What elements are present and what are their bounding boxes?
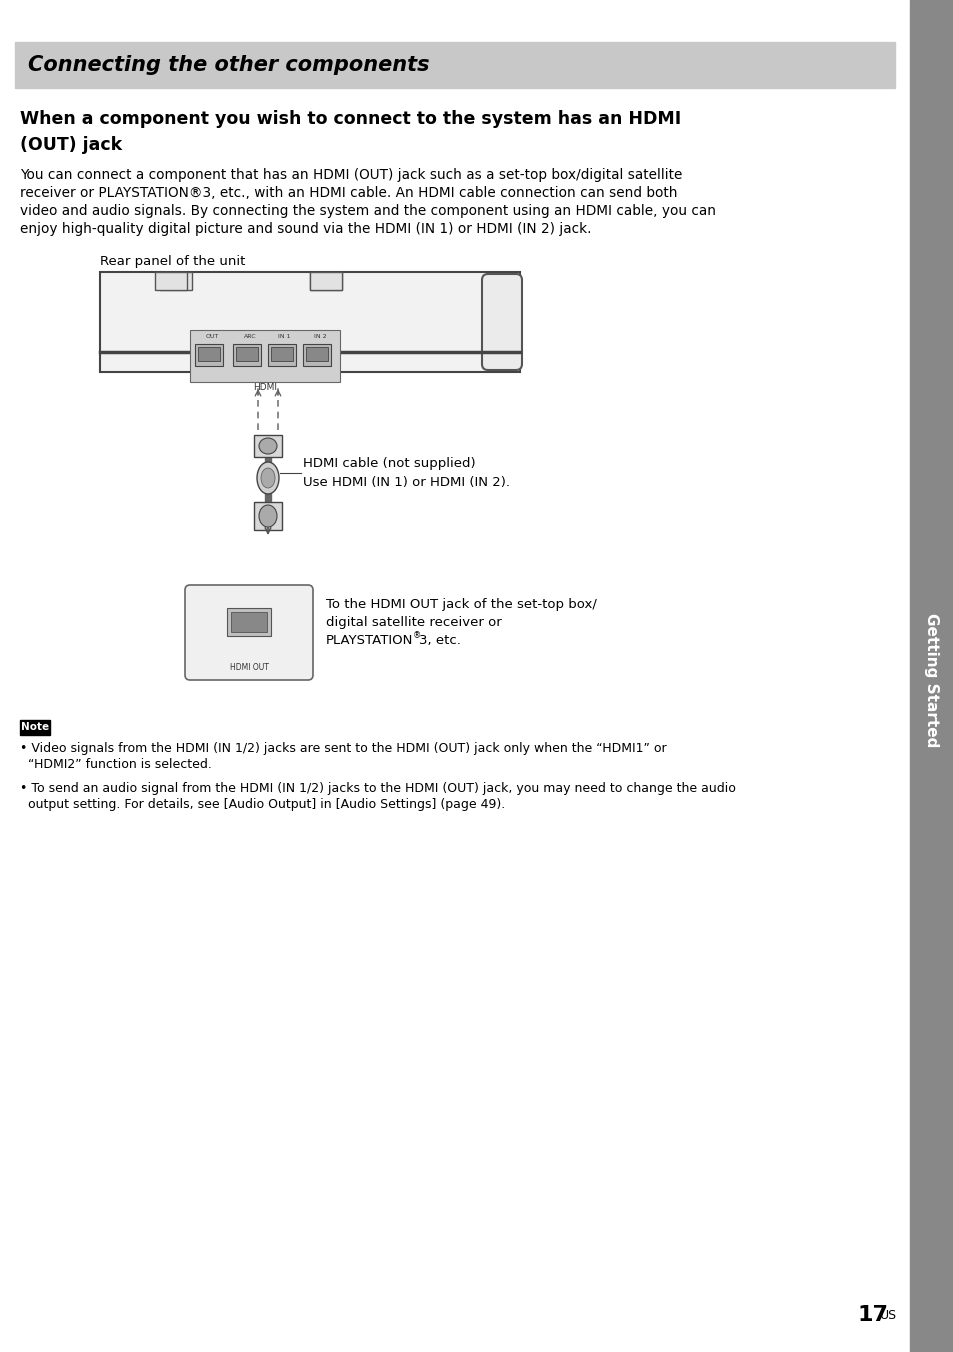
Text: IN 2: IN 2 (314, 334, 326, 339)
Text: 17: 17 (857, 1305, 888, 1325)
Bar (100, 272, 519, 372)
Text: US: US (879, 1309, 896, 1322)
Ellipse shape (258, 438, 276, 454)
FancyBboxPatch shape (481, 274, 521, 370)
Text: Getting Started: Getting Started (923, 612, 939, 748)
Text: “HDMI2” function is selected.: “HDMI2” function is selected. (20, 758, 212, 771)
Text: 3, etc.: 3, etc. (418, 634, 460, 648)
Text: Use HDMI (IN 1) or HDMI (IN 2).: Use HDMI (IN 1) or HDMI (IN 2). (303, 476, 510, 489)
Bar (198, 347, 220, 361)
Bar (271, 347, 293, 361)
Text: receiver or PLAYSTATION®3, etc., with an HDMI cable. An HDMI cable connection ca: receiver or PLAYSTATION®3, etc., with an… (20, 187, 677, 200)
Text: Note: Note (21, 722, 49, 733)
FancyBboxPatch shape (185, 585, 313, 680)
Text: HDMI OUT: HDMI OUT (230, 662, 268, 672)
Bar (310, 272, 341, 289)
Ellipse shape (256, 462, 278, 493)
Bar (160, 272, 192, 289)
Bar (909, 0, 953, 1352)
Bar (253, 435, 282, 457)
Bar (253, 502, 282, 530)
Bar (194, 343, 223, 366)
Ellipse shape (261, 468, 274, 488)
Bar (303, 343, 331, 366)
Text: ®: ® (413, 631, 421, 639)
Text: • Video signals from the HDMI (IN 1/2) jacks are sent to the HDMI (OUT) jack onl: • Video signals from the HDMI (IN 1/2) j… (20, 742, 666, 754)
Bar (233, 343, 261, 366)
Text: (OUT) jack: (OUT) jack (20, 137, 122, 154)
Text: enjoy high-quality digital picture and sound via the HDMI (IN 1) or HDMI (IN 2) : enjoy high-quality digital picture and s… (20, 222, 591, 237)
Text: digital satellite receiver or: digital satellite receiver or (326, 617, 501, 629)
Text: IN 1: IN 1 (277, 334, 290, 339)
Bar (231, 612, 267, 631)
Text: You can connect a component that has an HDMI (OUT) jack such as a set-top box/di: You can connect a component that has an … (20, 168, 681, 183)
Bar (15, 42, 894, 88)
Bar (306, 347, 328, 361)
Text: OUT: OUT (205, 334, 218, 339)
Text: ARC: ARC (243, 334, 256, 339)
Bar (268, 343, 295, 366)
Text: HDMI: HDMI (253, 383, 276, 392)
Text: • To send an audio signal from the HDMI (IN 1/2) jacks to the HDMI (OUT) jack, y: • To send an audio signal from the HDMI … (20, 781, 735, 795)
Text: video and audio signals. By connecting the system and the component using an HDM: video and audio signals. By connecting t… (20, 204, 716, 218)
Text: When a component you wish to connect to the system has an HDMI: When a component you wish to connect to … (20, 110, 680, 128)
Bar (190, 330, 339, 383)
Text: Connecting the other components: Connecting the other components (28, 55, 429, 74)
Bar (227, 608, 271, 635)
Bar (154, 272, 187, 289)
Bar (235, 347, 257, 361)
Bar (20, 721, 50, 735)
Text: Rear panel of the unit: Rear panel of the unit (100, 256, 245, 268)
Text: output setting. For details, see [Audio Output] in [Audio Settings] (page 49).: output setting. For details, see [Audio … (20, 798, 505, 811)
Ellipse shape (258, 506, 276, 527)
Bar (310, 272, 341, 289)
Text: To the HDMI OUT jack of the set-top box/: To the HDMI OUT jack of the set-top box/ (326, 598, 597, 611)
Text: HDMI cable (not supplied): HDMI cable (not supplied) (303, 457, 476, 470)
Text: PLAYSTATION: PLAYSTATION (326, 634, 413, 648)
